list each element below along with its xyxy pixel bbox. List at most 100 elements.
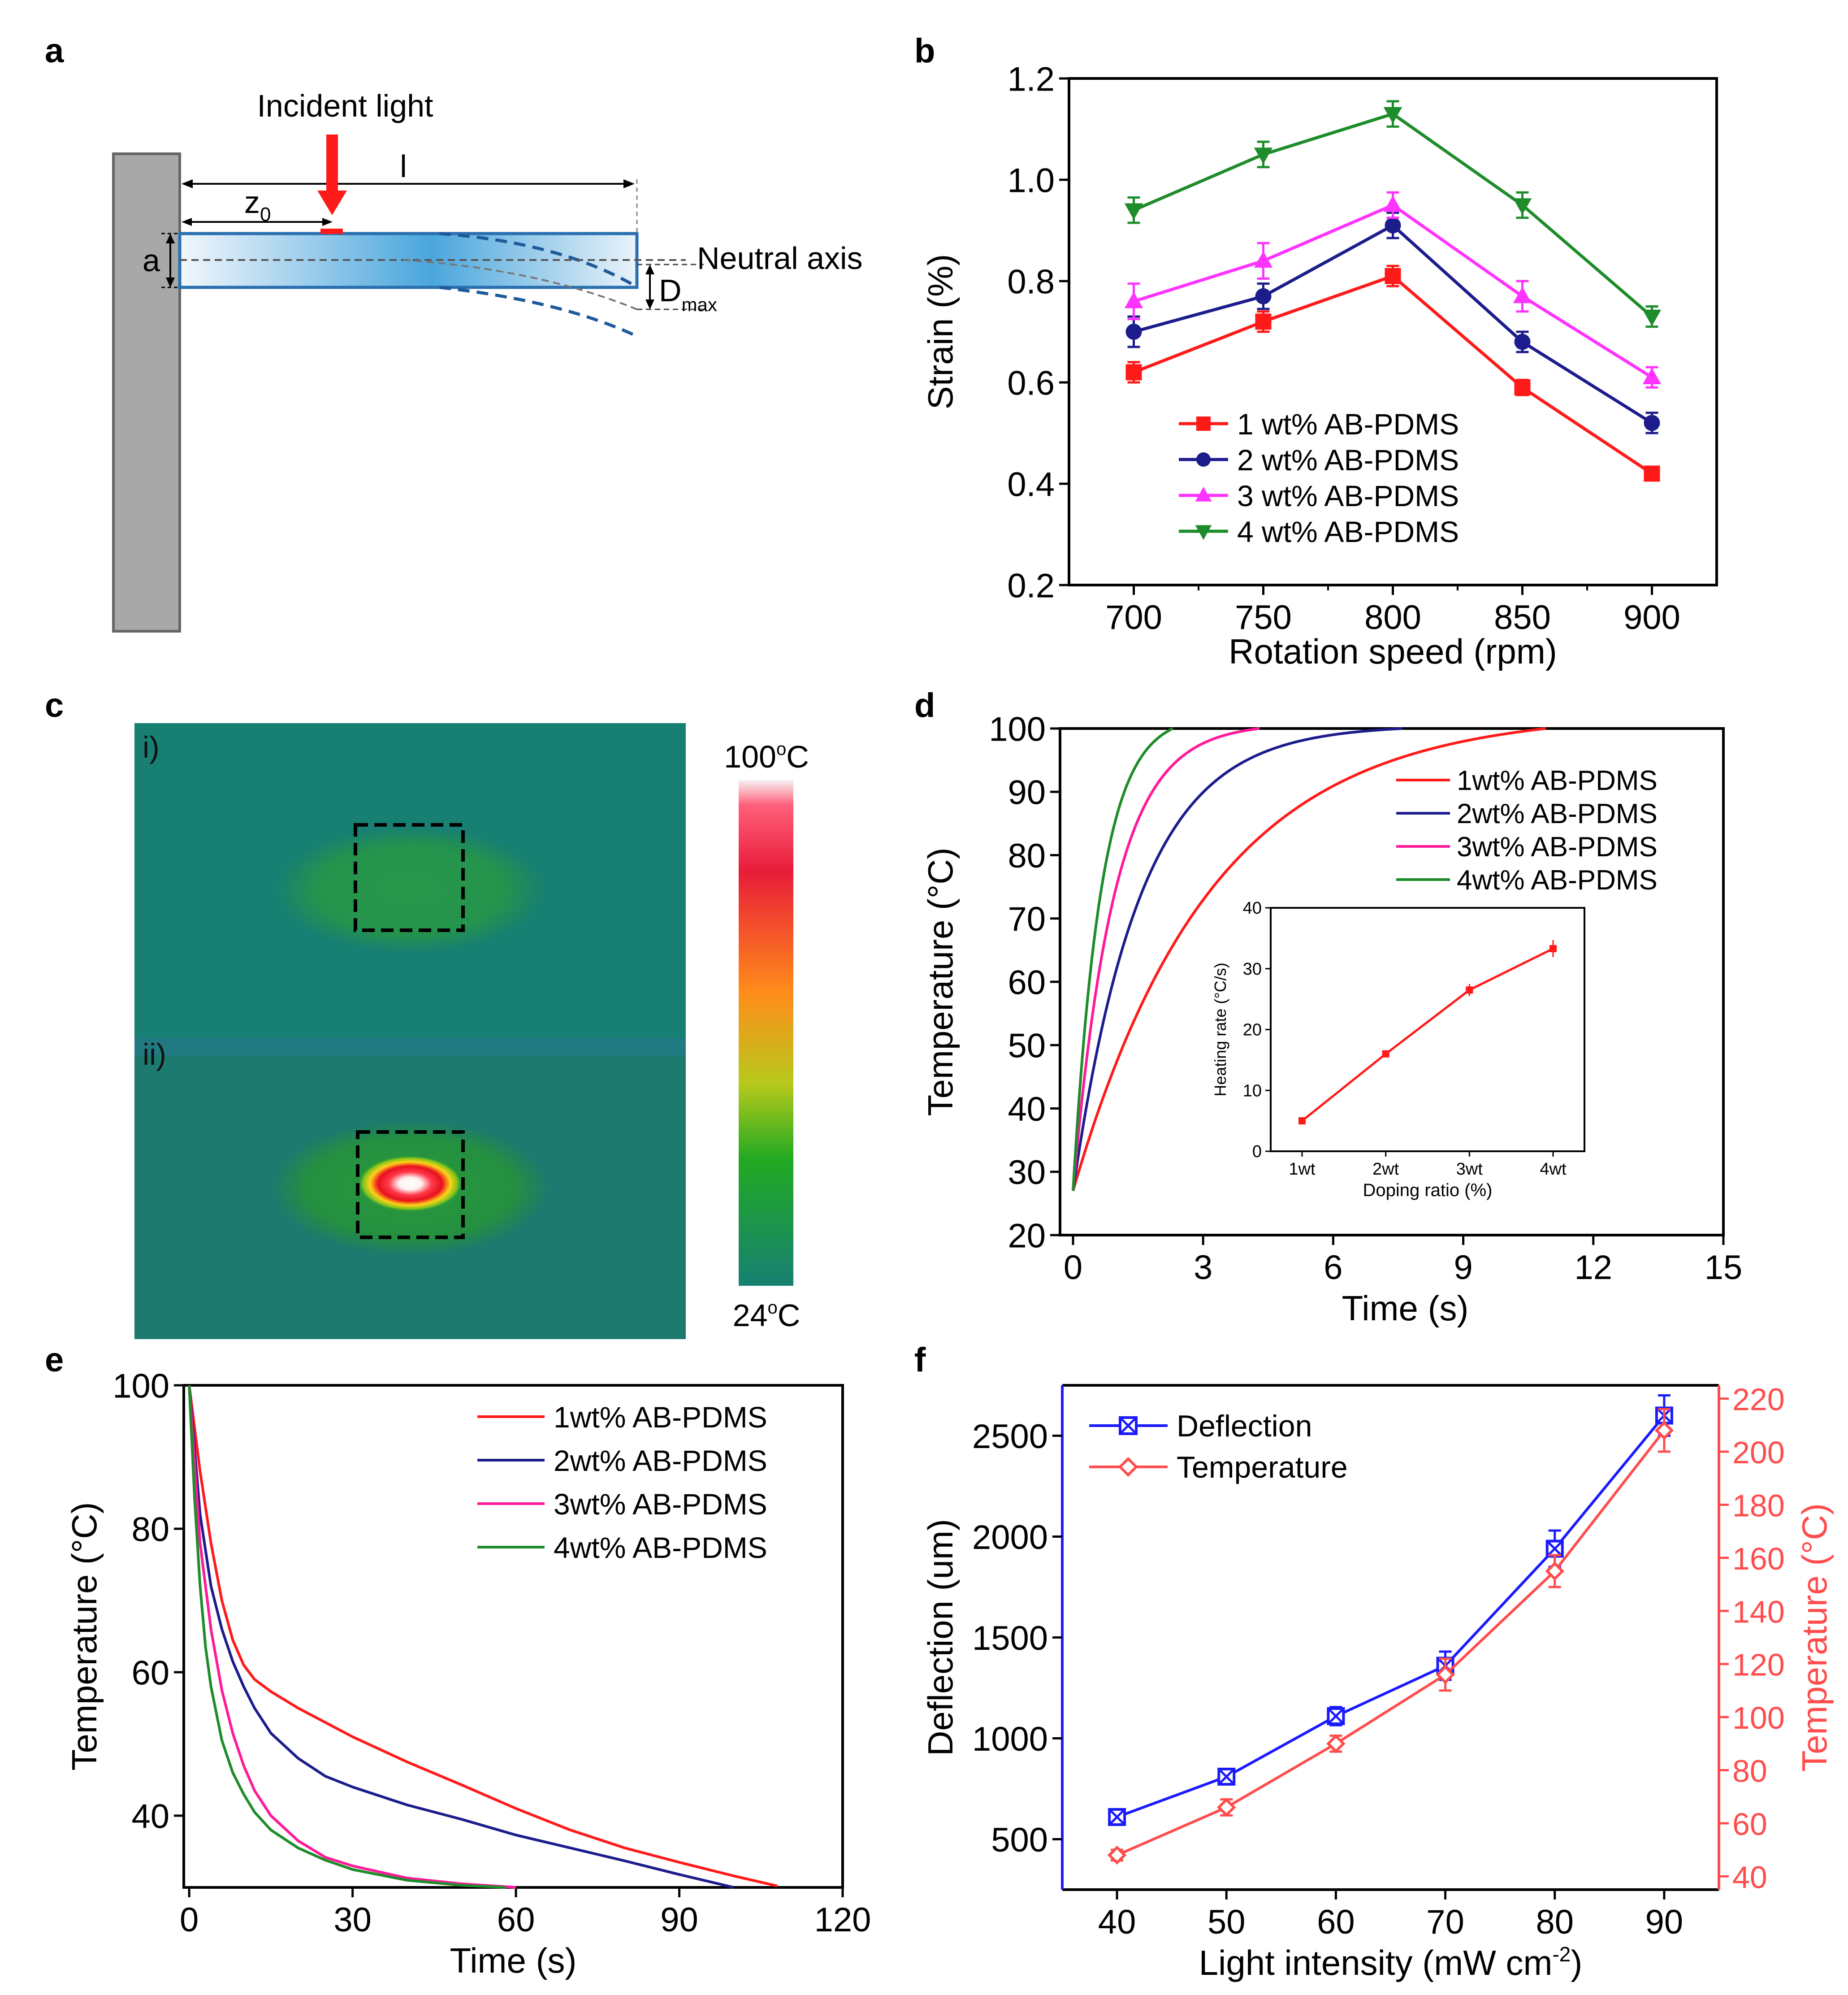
series-4: 4 wt% AB-PDMS	[1124, 100, 1662, 548]
y-tick-label: 30	[1008, 1154, 1046, 1192]
data-point	[1545, 1540, 1564, 1558]
x-tick-label: 70	[1426, 1903, 1464, 1941]
legend-marker	[1195, 525, 1212, 540]
x-axis-label: Light intensity (mW cm-2)	[1199, 1943, 1583, 1982]
y2-tick-label: 220	[1732, 1382, 1785, 1417]
data-point	[1654, 1421, 1674, 1440]
y-tick-label: 2000	[972, 1518, 1048, 1557]
data-point	[1385, 217, 1401, 234]
y-axis-label: Strain (%)	[921, 254, 960, 410]
panel-label-a: a	[45, 32, 64, 70]
series-line	[1116, 1429, 1666, 1856]
inset-point	[1466, 986, 1473, 994]
series-line-2	[1072, 727, 1403, 1191]
y-tick-label: 1000	[972, 1720, 1048, 1758]
y2-axis-label: Temperature (°C)	[1795, 1503, 1834, 1772]
inset-y-tick-label: 30	[1243, 960, 1262, 979]
inset-x-tick-label: 1wt	[1289, 1160, 1316, 1179]
y-tick-label: 0.6	[1007, 364, 1055, 402]
y-tick-label: 2500	[972, 1418, 1048, 1456]
y-tick-label: 20	[1008, 1217, 1046, 1255]
legend-label: 4wt% AB-PDMS	[1457, 865, 1658, 896]
y-tick-label: 60	[1008, 963, 1046, 1002]
x-tick-label: 850	[1494, 598, 1551, 637]
y-tick-label: 40	[1008, 1090, 1046, 1128]
data-point	[1124, 291, 1143, 308]
data-point	[1124, 203, 1143, 220]
x-tick-label: 60	[497, 1901, 535, 1939]
inset-y-tick-label: 20	[1243, 1021, 1262, 1040]
legend-label: 4wt% AB-PDMS	[554, 1531, 767, 1564]
y-axis-label: Temperature (°C)	[65, 1502, 104, 1770]
inset-x-tick-label: 3wt	[1456, 1160, 1483, 1179]
data-point	[1644, 465, 1660, 482]
y-tick-label: 0.8	[1007, 263, 1055, 301]
series-line-4	[1072, 727, 1173, 1191]
legend-label: 2wt% AB-PDMS	[1457, 798, 1658, 829]
y-tick-label: 1.2	[1007, 60, 1055, 98]
x-tick-label: 0	[180, 1901, 199, 1939]
y2-tick-label: 100	[1732, 1700, 1785, 1735]
x-axis-label: Rotation speed (rpm)	[1229, 632, 1557, 671]
x-tick-label: 15	[1705, 1249, 1743, 1287]
legend-label: 3wt% AB-PDMS	[1457, 832, 1658, 863]
series-line-4	[188, 1385, 505, 1889]
y-tick-label: 0.4	[1007, 465, 1055, 503]
x-axis-label-sup: -2	[1552, 1943, 1571, 1966]
data-point	[1436, 1665, 1455, 1684]
y2-tick-label: 80	[1732, 1754, 1767, 1789]
panel-label-c: c	[45, 686, 64, 724]
legend-label: 2 wt% AB-PDMS	[1237, 443, 1459, 477]
series-line-3	[1072, 727, 1260, 1191]
panel-label-f: f	[914, 1341, 926, 1379]
data-point	[1385, 268, 1401, 284]
data-point	[1513, 198, 1532, 215]
data-point	[1383, 195, 1402, 212]
legend-label: 3 wt% AB-PDMS	[1237, 479, 1459, 512]
legend-label: 1 wt% AB-PDMS	[1237, 408, 1459, 441]
legend-label: 1wt% AB-PDMS	[554, 1401, 767, 1434]
series-deflection: Deflection	[1089, 1394, 1673, 1826]
data-point	[1108, 1808, 1126, 1826]
inset-y-tick-label: 10	[1243, 1081, 1262, 1100]
y-tick-label: 100	[113, 1367, 169, 1405]
y-axis-label: Temperature (°C)	[921, 847, 960, 1116]
y-tick-label: 1500	[972, 1619, 1048, 1657]
legend-marker	[1118, 1457, 1138, 1477]
legend-label: 2wt% AB-PDMS	[554, 1444, 767, 1477]
data-point	[1107, 1845, 1127, 1865]
panel-label-d: d	[914, 686, 935, 724]
x-tick-label: 6	[1324, 1249, 1342, 1287]
series-1: 1 wt% AB-PDMS	[1125, 265, 1660, 482]
y-axis-label: Deflection (um)	[921, 1519, 960, 1756]
data-point	[1255, 313, 1272, 330]
series-line-1	[1072, 727, 1546, 1191]
x-tick-label: 90	[1645, 1903, 1684, 1941]
data-point	[1254, 251, 1273, 268]
data-point	[1217, 1768, 1236, 1786]
legend-label: 4 wt% AB-PDMS	[1237, 515, 1459, 548]
data-point	[1545, 1561, 1564, 1581]
data-point	[1217, 1798, 1236, 1817]
x-tick-label: 12	[1575, 1249, 1613, 1287]
series-line-3	[188, 1385, 516, 1889]
legend-marker	[1196, 452, 1211, 467]
y-tick-label: 70	[1008, 900, 1046, 938]
inset-frame	[1270, 907, 1585, 1152]
x-tick-label: 50	[1207, 1903, 1246, 1941]
y2-tick-label: 40	[1732, 1860, 1767, 1895]
y-tick-label: 500	[991, 1821, 1048, 1859]
inset-point	[1549, 945, 1557, 952]
x-tick-label: 3	[1194, 1249, 1212, 1287]
legend-marker	[1119, 1416, 1138, 1435]
inset-x-tick-label: 4wt	[1540, 1160, 1567, 1179]
data-point	[1644, 415, 1660, 431]
y2-tick-label: 180	[1732, 1488, 1785, 1523]
data-point	[1255, 288, 1272, 304]
x-tick-label: 9	[1454, 1249, 1472, 1287]
y-tick-label: 0.2	[1007, 567, 1055, 605]
inset-x-label: Doping ratio (%)	[1363, 1180, 1492, 1200]
y2-tick-label: 140	[1732, 1594, 1785, 1629]
y2-tick-label: 120	[1732, 1648, 1785, 1683]
